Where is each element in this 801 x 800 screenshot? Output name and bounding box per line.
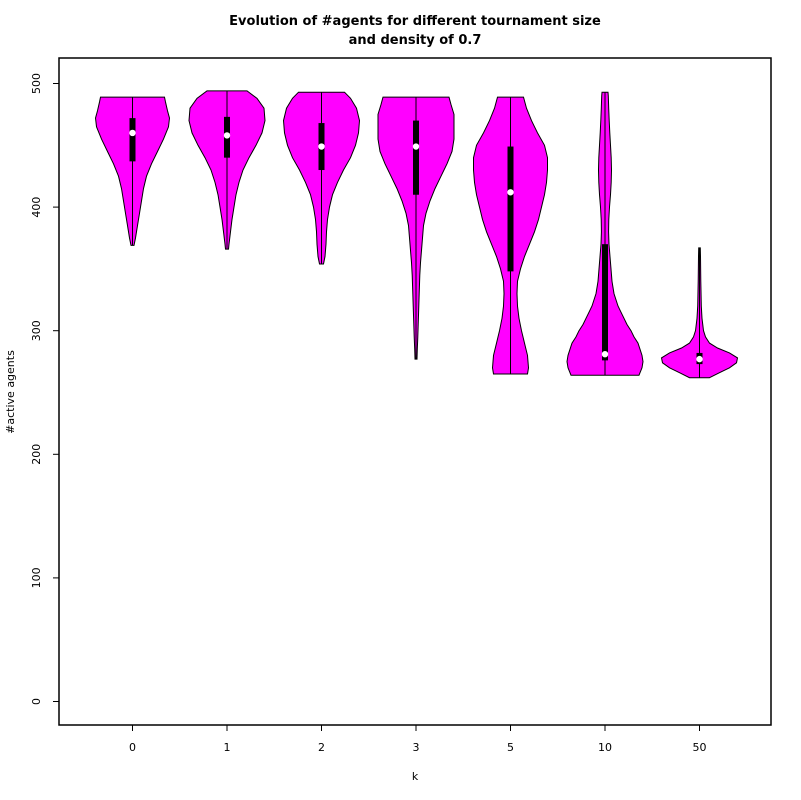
y-axis-label: #active agents	[4, 350, 17, 434]
violin-median-point	[223, 132, 231, 139]
violin-0	[94, 96, 171, 246]
x-tick-label: 50	[693, 741, 707, 754]
y-tick-label: 400	[30, 197, 43, 218]
violin-iqr-box	[602, 244, 608, 361]
y-tick-label: 500	[30, 73, 43, 94]
violin-1	[188, 90, 266, 250]
y-axis: 0 100 200 300 400 500	[30, 58, 60, 725]
plot-frame	[58, 57, 772, 726]
x-axis-label: k	[412, 770, 419, 783]
x-tick-label: 10	[598, 741, 612, 754]
violin-3	[377, 96, 455, 360]
x-tick-label: 0	[129, 741, 136, 754]
x-tick-label: 3	[413, 741, 420, 754]
violin-median-point	[412, 143, 420, 150]
violin-50	[660, 247, 739, 379]
violin-5	[473, 96, 548, 375]
chart-title-line-1: Evolution of #agents for different tourn…	[229, 14, 601, 29]
violin-iqr-box	[413, 120, 419, 195]
violin-10	[566, 91, 644, 376]
y-tick-label: 200	[30, 444, 43, 465]
violin-iqr-box	[507, 146, 514, 272]
violin-iqr-box	[129, 118, 136, 162]
violin-2	[282, 91, 361, 265]
violin-median-point	[318, 143, 325, 150]
x-tick-label: 1	[224, 741, 231, 754]
x-axis: 0 1 2 3 5 10 50	[129, 725, 707, 754]
violin-median-point	[696, 355, 703, 363]
violin-median-point	[129, 129, 136, 137]
y-tick-label: 100	[30, 567, 43, 588]
violin-median-point	[601, 350, 609, 358]
x-tick-label: 5	[507, 741, 514, 754]
violins-group	[94, 90, 739, 379]
y-tick-label: 300	[30, 320, 43, 341]
y-tick-label: 0	[30, 698, 43, 705]
violin-median-point	[507, 189, 514, 196]
chart-title-line-2: and density of 0.7	[349, 33, 482, 48]
x-tick-label: 2	[318, 741, 325, 754]
